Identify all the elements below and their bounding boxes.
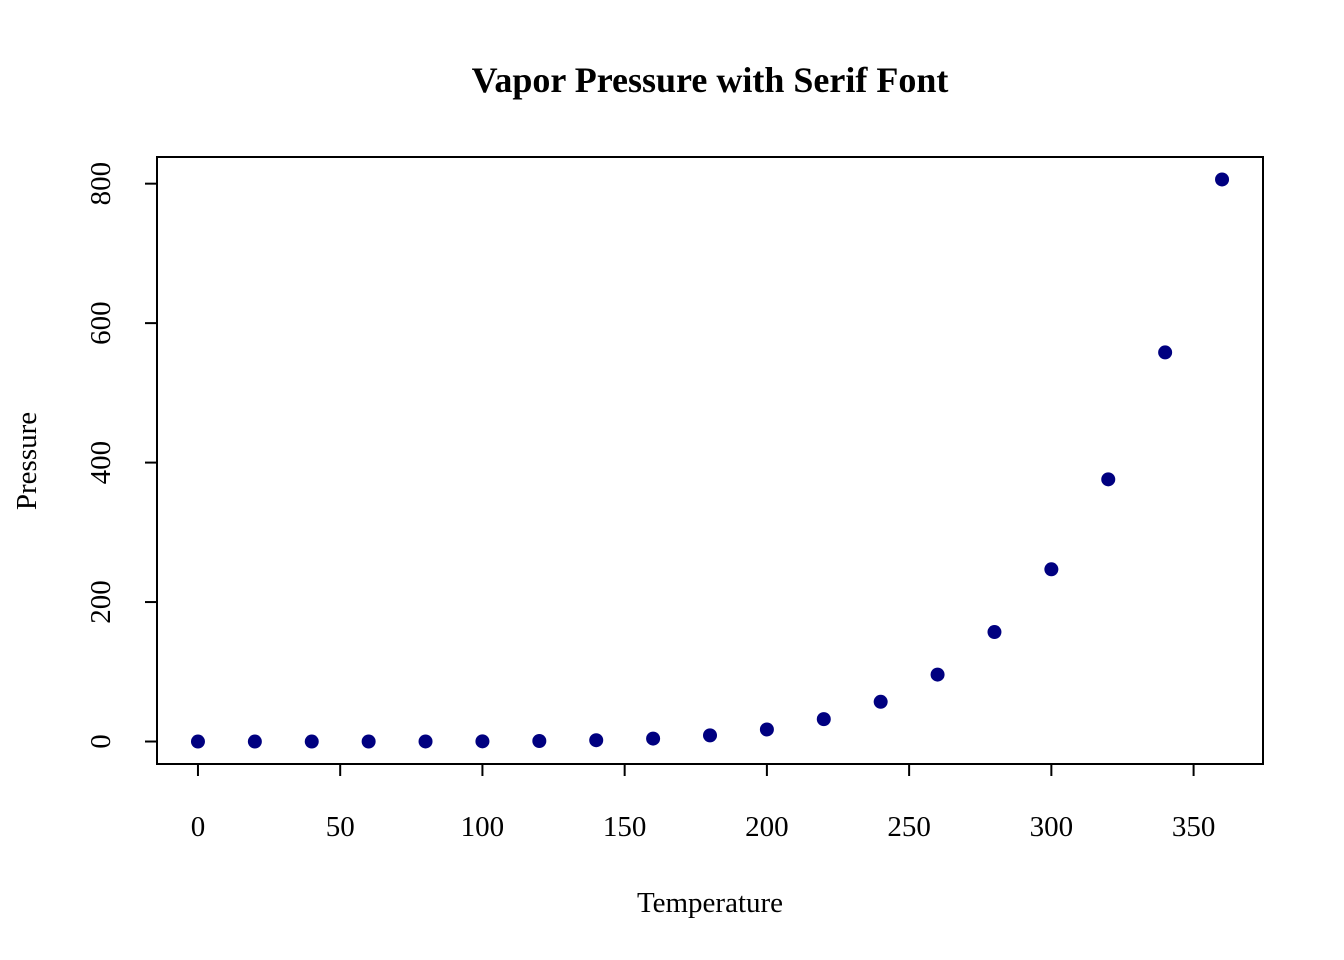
y-tick-label: 600 xyxy=(85,301,117,345)
x-tick-label: 50 xyxy=(326,811,355,843)
y-axis: 0 200 400 600 800 xyxy=(85,162,157,749)
data-point xyxy=(475,734,490,749)
data-point xyxy=(1215,172,1230,187)
x-tick-label: 200 xyxy=(745,811,789,843)
data-point xyxy=(873,694,888,709)
x-axis-label: Temperature xyxy=(637,887,783,919)
y-axis-label: Pressure xyxy=(11,412,43,510)
y-tick-label: 200 xyxy=(85,580,117,624)
data-point xyxy=(646,731,661,746)
data-point xyxy=(304,734,319,749)
plot-frame xyxy=(156,156,1264,765)
data-point xyxy=(930,667,945,682)
x-tick-label: 250 xyxy=(887,811,931,843)
chart-title: Vapor Pressure with Serif Font xyxy=(472,60,949,100)
x-tick-label: 150 xyxy=(603,811,647,843)
x-tick-label: 100 xyxy=(461,811,505,843)
x-tick-label: 300 xyxy=(1030,811,1074,843)
data-points xyxy=(190,172,1230,749)
data-point xyxy=(361,734,376,749)
x-axis: 0 50 100 150 200 250 300 350 xyxy=(191,764,1216,843)
y-tick-label: 800 xyxy=(85,162,117,206)
data-point xyxy=(418,734,433,749)
data-point xyxy=(759,722,774,737)
x-tick-label: 0 xyxy=(191,811,206,843)
data-point xyxy=(1158,345,1173,360)
data-point xyxy=(190,734,205,749)
data-point xyxy=(1101,472,1116,487)
x-tick-label: 350 xyxy=(1172,811,1216,843)
data-point xyxy=(703,728,717,743)
data-point xyxy=(816,712,831,727)
data-point xyxy=(1044,562,1059,577)
data-point xyxy=(532,733,547,748)
data-point xyxy=(589,733,604,748)
y-tick-label: 400 xyxy=(85,441,117,485)
data-point xyxy=(247,734,262,749)
y-tick-label: 0 xyxy=(85,734,117,749)
data-point xyxy=(987,625,1002,640)
